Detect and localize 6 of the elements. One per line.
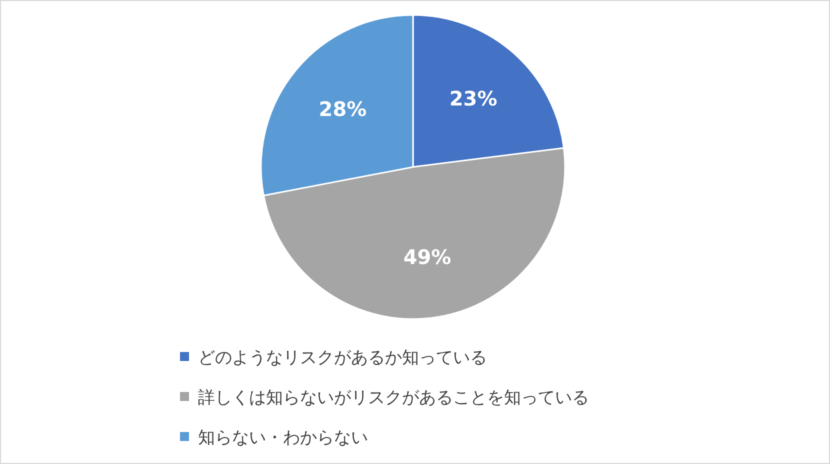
- legend-label: 知らない・わからない: [198, 428, 368, 448]
- legend-label: 詳しくは知らないがリスクがあることを知っている: [198, 388, 589, 408]
- data-label: 23%: [449, 86, 498, 111]
- data-label: 49%: [403, 245, 452, 270]
- data-label: 28%: [318, 96, 367, 121]
- legend-label: どのようなリスクがあるか知っている: [198, 348, 487, 368]
